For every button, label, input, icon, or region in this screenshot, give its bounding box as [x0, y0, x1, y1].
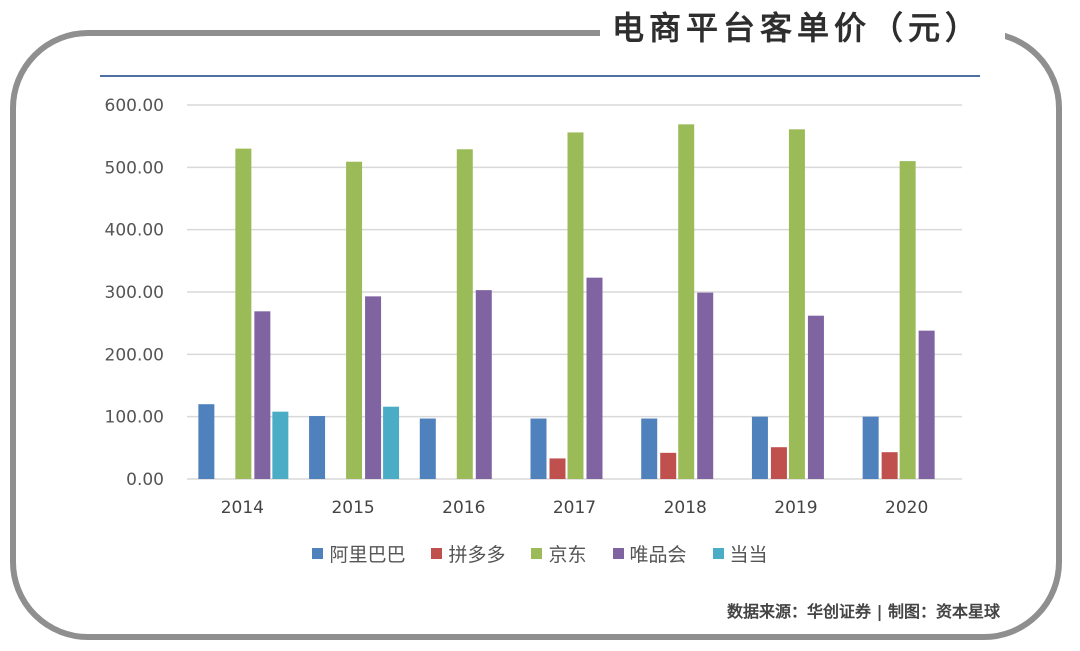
bar-京东-2014 [235, 148, 252, 479]
legend: 阿里巴巴 拼多多 京东 唯品会 当当 [100, 540, 980, 567]
source-credit: 数据来源：华创证券 | 制图：资本星球 [727, 602, 1000, 621]
chart-top-rule [100, 75, 980, 77]
chart-panel: 0.00 100.00 200.00 300.00 400.00 500.00 600.00… [100, 75, 980, 579]
legend-label: 阿里巴巴 [329, 543, 406, 566]
bar-拼多多-2018 [660, 452, 677, 479]
bar-唯品会-2018 [697, 292, 714, 479]
y-tick-label: 0.00 [126, 470, 164, 490]
bar-阿里巴巴-2015 [309, 416, 326, 479]
bar-阿里巴巴-2020 [862, 416, 879, 479]
bar-阿里巴巴-2019 [751, 416, 768, 479]
legend-item: 当当 [712, 540, 768, 567]
bar-唯品会-2020 [918, 330, 935, 479]
legend-label: 当当 [729, 543, 768, 566]
y-tick-label: 200.00 [105, 345, 164, 365]
x-tick-label: 2016 [442, 498, 485, 518]
legend-item: 京东 [531, 540, 587, 567]
bar-京东-2018 [678, 124, 695, 479]
legend-label: 唯品会 [629, 543, 687, 566]
bar-阿里巴巴-2018 [641, 418, 658, 479]
bar-阿里巴巴-2014 [198, 404, 215, 479]
bar-唯品会-2019 [807, 315, 824, 479]
bar-拼多多-2020 [881, 452, 898, 479]
bar-拼多多-2017 [549, 458, 566, 479]
x-tick-label: 2017 [553, 498, 596, 518]
bar-阿里巴巴-2016 [419, 418, 436, 479]
bar-当当-2014 [272, 411, 289, 479]
bar-京东-2020 [899, 161, 916, 479]
y-tick-label: 100.00 [105, 408, 164, 428]
bar-京东-2015 [346, 161, 363, 479]
chart-title: 电商平台客单价（元） [612, 9, 983, 47]
bar-京东-2019 [788, 129, 805, 479]
legend-swatch [312, 547, 324, 559]
y-tick-label: 400.00 [105, 221, 164, 241]
y-tick-label: 300.00 [105, 283, 164, 303]
x-tick-label: 2015 [331, 498, 374, 518]
bar-唯品会-2015 [365, 296, 382, 479]
bar-当当-2015 [383, 406, 400, 479]
x-tick-label: 2020 [885, 498, 928, 518]
legend-item: 唯品会 [612, 540, 687, 567]
bar-拼多多-2019 [770, 447, 787, 479]
legend-swatch [712, 547, 724, 559]
title-background [600, 6, 1005, 60]
legend-swatch [612, 547, 624, 559]
legend-label: 拼多多 [448, 543, 506, 566]
y-tick-label: 600.00 [105, 96, 164, 116]
legend-item: 拼多多 [431, 540, 505, 567]
bar-阿里巴巴-2017 [530, 418, 547, 479]
legend-swatch [531, 547, 543, 559]
legend-swatch [431, 547, 443, 559]
x-tick-label: 2014 [221, 498, 264, 518]
bar-京东-2017 [567, 132, 584, 479]
x-tick-label: 2019 [774, 498, 817, 518]
bar-chart: 0.00 100.00 200.00 300.00 400.00 500.00 600.00… [105, 96, 962, 518]
y-tick-label: 500.00 [105, 158, 164, 178]
legend-item: 阿里巴巴 [312, 540, 405, 567]
bar-京东-2016 [456, 149, 473, 480]
bar-唯品会-2016 [475, 290, 492, 479]
legend-label: 京东 [548, 543, 587, 566]
bar-唯品会-2014 [254, 311, 271, 479]
x-tick-label: 2018 [664, 498, 707, 518]
bar-唯品会-2017 [586, 277, 603, 479]
